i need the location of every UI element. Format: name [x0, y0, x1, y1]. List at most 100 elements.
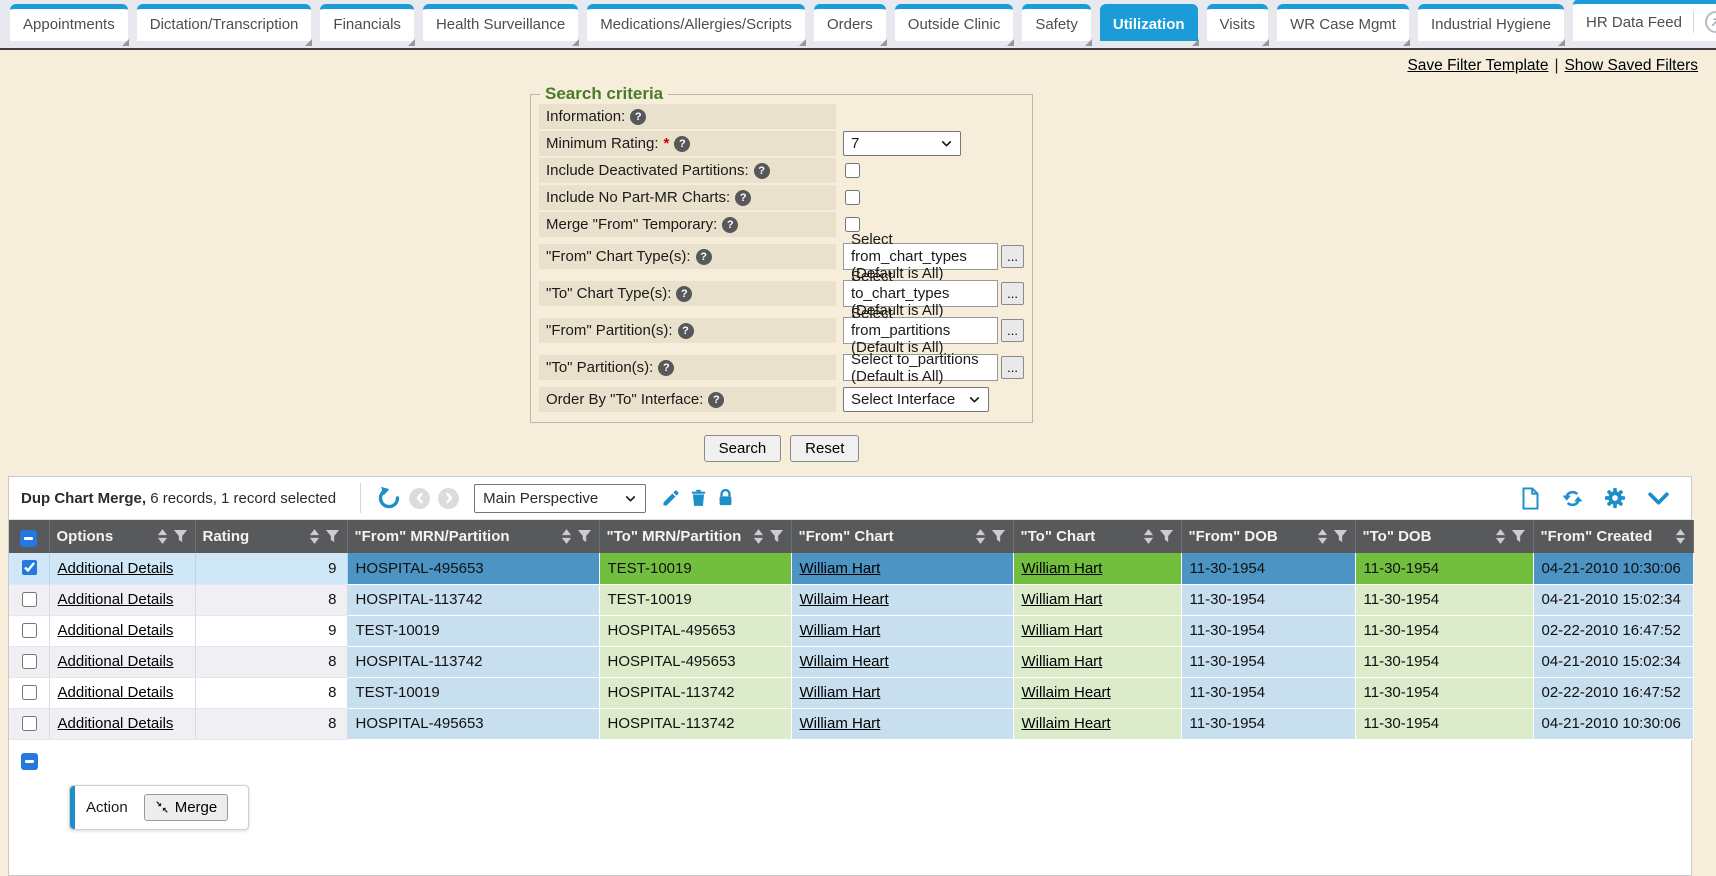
- additional-details-link[interactable]: Additional Details: [57, 684, 174, 701]
- sort-icon[interactable]: [1143, 529, 1154, 544]
- picker-field[interactable]: Select from_chart_types (Default is All): [843, 231, 999, 282]
- undo-icon[interactable]: [377, 486, 401, 510]
- sort-icon[interactable]: [753, 529, 764, 544]
- help-icon[interactable]: ?: [708, 391, 725, 408]
- tab-medications-allergies-scripts[interactable]: Medications/Allergies/Scripts: [587, 4, 806, 46]
- to-chart-link[interactable]: William Hart: [1021, 591, 1103, 608]
- reset-button[interactable]: Reset: [790, 435, 860, 462]
- save-filter-template-link[interactable]: Save Filter Template: [1407, 57, 1549, 74]
- help-icon[interactable]: ?: [677, 322, 694, 339]
- sort-icon[interactable]: [1675, 529, 1686, 544]
- settings-gear-icon[interactable]: [1604, 487, 1626, 509]
- dropdown-select[interactable]: 7: [843, 131, 961, 156]
- tab-wr-case-mgmt[interactable]: WR Case Mgmt: [1277, 4, 1410, 46]
- perspective-select[interactable]: Main Perspective: [474, 483, 647, 513]
- filter-icon[interactable]: [173, 529, 188, 544]
- column-header-from-created[interactable]: "From" Created: [1533, 520, 1694, 553]
- from-chart-link[interactable]: William Hart: [799, 684, 881, 701]
- sort-icon[interactable]: [1495, 529, 1506, 544]
- to-chart-link[interactable]: William Hart: [1021, 622, 1103, 639]
- tab-hr-data-feed[interactable]: HR Data Feed: [1573, 0, 1716, 41]
- help-icon[interactable]: ?: [722, 216, 739, 233]
- sort-icon[interactable]: [157, 529, 168, 544]
- filter-icon[interactable]: [1333, 529, 1348, 544]
- picker-ellipsis-button[interactable]: ...: [1001, 319, 1024, 342]
- from-chart-link[interactable]: Willaim Heart: [799, 653, 889, 670]
- footer-minus-button[interactable]: [21, 752, 38, 770]
- tab-industrial-hygiene[interactable]: Industrial Hygiene: [1417, 4, 1566, 46]
- row-checkbox[interactable]: [21, 622, 37, 638]
- picker-field[interactable]: Select to_chart_types (Default is All): [843, 268, 999, 319]
- picker-ellipsis-button[interactable]: ...: [1001, 282, 1024, 305]
- next-page-icon[interactable]: [438, 487, 460, 509]
- search-button[interactable]: Search: [703, 435, 782, 462]
- tab-appointments[interactable]: Appointments: [10, 4, 129, 46]
- tab-safety[interactable]: Safety: [1022, 4, 1092, 46]
- picker-field[interactable]: Select from_partitions (Default is All): [843, 305, 999, 356]
- help-icon[interactable]: ?: [676, 285, 693, 302]
- lock-icon[interactable]: [716, 488, 735, 508]
- additional-details-link[interactable]: Additional Details: [57, 559, 174, 577]
- additional-details-link[interactable]: Additional Details: [57, 591, 174, 608]
- tab-financials[interactable]: Financials: [320, 4, 415, 46]
- column-header-from-mrn-partition[interactable]: "From" MRN/Partition: [347, 520, 600, 553]
- tab-visits[interactable]: Visits: [1206, 4, 1269, 46]
- column-header-from-dob[interactable]: "From" DOB: [1181, 520, 1356, 553]
- tab-orders[interactable]: Orders: [813, 4, 887, 46]
- help-icon[interactable]: ?: [674, 135, 691, 152]
- new-document-icon[interactable]: [1520, 486, 1541, 510]
- row-checkbox[interactable]: [21, 715, 37, 731]
- sort-icon[interactable]: [561, 529, 572, 544]
- row-checkbox[interactable]: [21, 684, 37, 700]
- picker-ellipsis-button[interactable]: ...: [1001, 356, 1024, 379]
- show-saved-filters-link[interactable]: Show Saved Filters: [1564, 57, 1698, 74]
- additional-details-link[interactable]: Additional Details: [57, 622, 174, 639]
- help-icon[interactable]: ?: [658, 359, 675, 376]
- external-link-icon[interactable]: [1704, 11, 1716, 33]
- to-chart-link[interactable]: Willaim Heart: [1021, 684, 1111, 701]
- tab-outside-clinic[interactable]: Outside Clinic: [894, 4, 1014, 46]
- tab-health-surveillance[interactable]: Health Surveillance: [422, 4, 580, 46]
- sort-icon[interactable]: [1317, 529, 1328, 544]
- column-header-to-mrn-partition[interactable]: "To" MRN/Partition: [599, 520, 792, 553]
- from-chart-link[interactable]: Willaim Heart: [799, 591, 889, 608]
- to-chart-link[interactable]: William Hart: [1021, 559, 1103, 577]
- additional-details-link[interactable]: Additional Details: [57, 715, 174, 732]
- filter-icon[interactable]: [577, 529, 592, 544]
- help-icon[interactable]: ?: [630, 108, 647, 125]
- sort-icon[interactable]: [309, 529, 320, 544]
- delete-trash-icon[interactable]: [689, 488, 708, 508]
- select-all-minus-button[interactable]: [20, 529, 38, 547]
- help-icon[interactable]: ?: [695, 248, 712, 265]
- filter-icon[interactable]: [991, 529, 1006, 544]
- additional-details-link[interactable]: Additional Details: [57, 653, 174, 670]
- row-checkbox[interactable]: [21, 591, 37, 607]
- criteria-checkbox[interactable]: [845, 163, 860, 178]
- criteria-checkbox[interactable]: [845, 190, 860, 205]
- column-header-to-chart[interactable]: "To" Chart: [1013, 520, 1182, 553]
- sort-icon[interactable]: [975, 529, 986, 544]
- help-icon[interactable]: ?: [735, 189, 752, 206]
- from-chart-link[interactable]: William Hart: [799, 559, 881, 577]
- dropdown-select[interactable]: Select Interface: [843, 387, 989, 412]
- row-checkbox[interactable]: [21, 560, 37, 576]
- tab-utilization[interactable]: Utilization: [1099, 4, 1199, 46]
- column-header-options[interactable]: Options: [49, 520, 196, 553]
- picker-field[interactable]: Select to_partitions (Default is All): [843, 351, 999, 385]
- filter-icon[interactable]: [325, 529, 340, 544]
- prev-page-icon[interactable]: [409, 487, 431, 509]
- criteria-checkbox[interactable]: [845, 217, 860, 232]
- filter-icon[interactable]: [1511, 529, 1526, 544]
- row-checkbox[interactable]: [21, 653, 37, 669]
- to-chart-link[interactable]: William Hart: [1021, 653, 1103, 670]
- tab-dictation-transcription[interactable]: Dictation/Transcription: [136, 4, 313, 46]
- merge-button[interactable]: Merge: [143, 793, 229, 821]
- from-chart-link[interactable]: William Hart: [799, 715, 881, 732]
- filter-icon[interactable]: [769, 529, 784, 544]
- column-header-from-chart[interactable]: "From" Chart: [791, 520, 1014, 553]
- column-header-rating[interactable]: Rating: [195, 520, 348, 553]
- picker-ellipsis-button[interactable]: ...: [1001, 245, 1024, 268]
- edit-pencil-icon[interactable]: [661, 488, 681, 508]
- collapse-chevron-icon[interactable]: [1646, 486, 1671, 511]
- column-header-to-dob[interactable]: "To" DOB: [1355, 520, 1534, 553]
